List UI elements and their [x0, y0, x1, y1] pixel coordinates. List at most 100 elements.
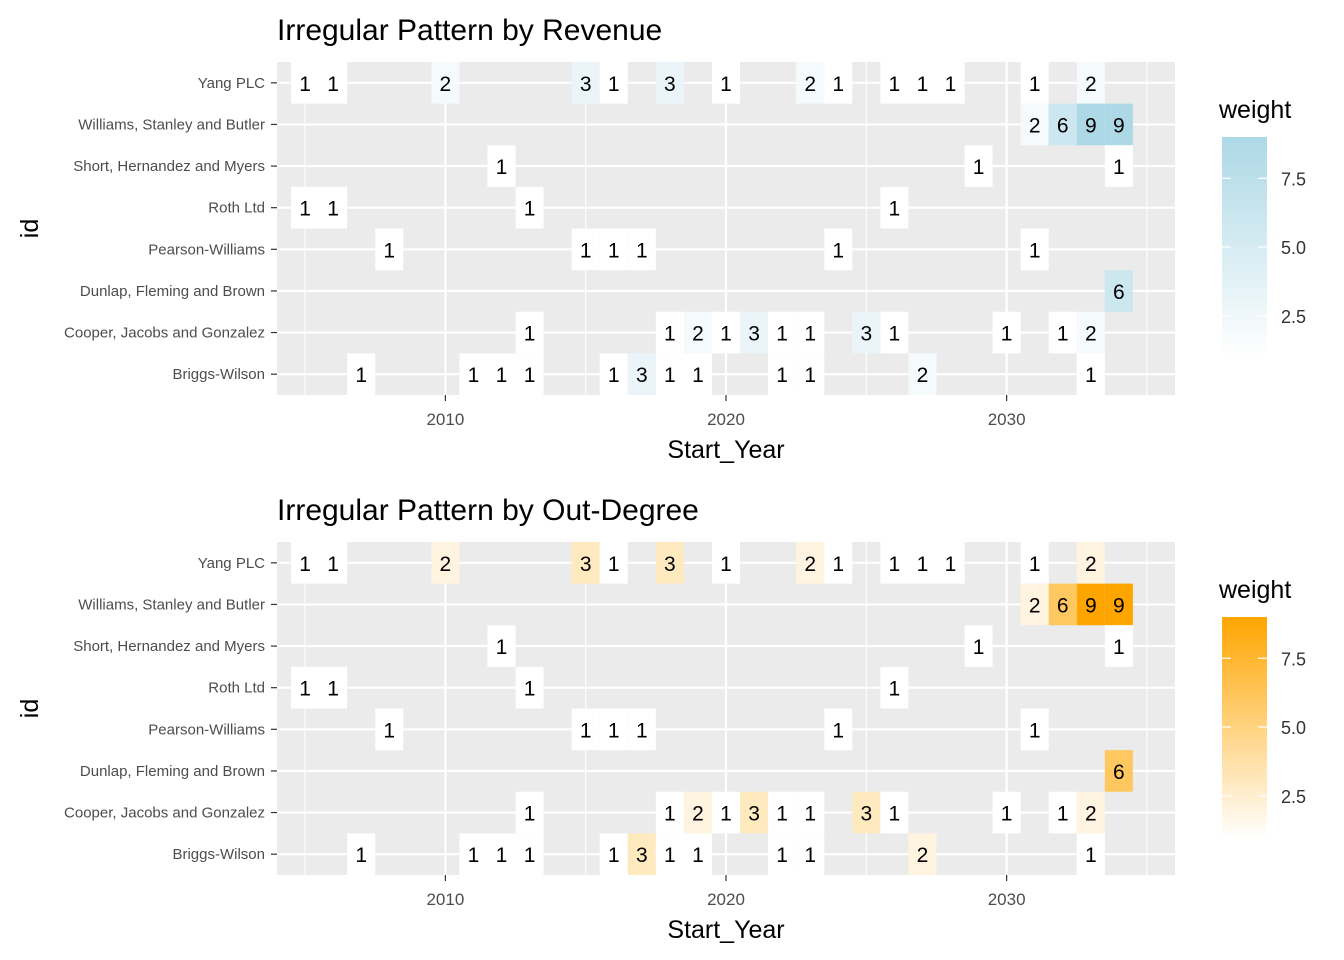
- revenue-tile-label: 1: [608, 239, 620, 262]
- revenue-x-axis-title: Start_Year: [667, 436, 784, 464]
- out-degree-tile-label: 1: [889, 553, 901, 576]
- out-degree-tile-label: 1: [804, 803, 816, 826]
- revenue-tile-label: 2: [692, 323, 704, 346]
- out-degree-tile-label: 1: [889, 803, 901, 826]
- revenue-heatmap-tile: [964, 145, 993, 187]
- out-degree-heatmap-tile: [880, 791, 909, 834]
- out-degree-heatmap-tile: [655, 833, 684, 875]
- revenue-heatmap-tile: [880, 62, 909, 104]
- revenue-legend-title: weight: [1218, 96, 1291, 124]
- revenue-heatmap-tile: [740, 311, 769, 354]
- revenue-tile-label: 1: [973, 156, 985, 179]
- revenue-y-tick-label: Pearson-Williams: [148, 241, 265, 258]
- out-degree-tile-label: 1: [524, 678, 536, 701]
- revenue-tile-label: 1: [832, 239, 844, 262]
- revenue-heatmap-tile: [319, 62, 348, 104]
- revenue-heatmap-tile: [824, 62, 853, 104]
- revenue-tile-label: 1: [1029, 239, 1041, 262]
- out-degree-heatmap-tile: [1104, 625, 1133, 667]
- out-degree-tile-label: 1: [524, 844, 536, 867]
- revenue-heatmap-tile: [375, 228, 404, 271]
- revenue-heatmap-tile: [824, 228, 853, 271]
- revenue-tile-label: 2: [1029, 114, 1041, 137]
- out-degree-tile-label: 1: [608, 719, 620, 742]
- revenue-heatmap-tile: [711, 62, 741, 104]
- out-degree-y-tick-label: Williams, Stanley and Butler: [78, 596, 265, 613]
- out-degree-heatmap-tile: [655, 542, 684, 584]
- out-degree-tile-label: 1: [720, 803, 732, 826]
- out-degree-y-tick-label: Briggs-Wilson: [172, 846, 265, 863]
- out-degree-tile-label: 1: [327, 678, 339, 701]
- revenue-tile-label: 1: [383, 239, 395, 262]
- out-degree-tile-label: 3: [748, 803, 760, 826]
- out-degree-heatmap-tile: [711, 791, 741, 834]
- out-degree-tile-label: 1: [945, 553, 957, 576]
- revenue-tile-label: 1: [917, 73, 929, 96]
- revenue-heatmap-tile: [908, 353, 937, 395]
- out-degree-legend-title: weight: [1218, 576, 1291, 604]
- out-degree-heatmap-tile: [683, 791, 712, 834]
- out-degree-heatmap-tile: [880, 542, 909, 584]
- out-degree-heatmap-tile: [599, 833, 628, 875]
- revenue-heatmap-tile: [1048, 311, 1077, 354]
- out-degree-heatmap-tile: [711, 542, 741, 584]
- out-degree-heatmap-tile: [627, 708, 656, 751]
- out-degree-tile-label: 1: [1029, 719, 1041, 742]
- revenue-heatmap-tile: [571, 62, 600, 104]
- revenue-tile-label: 1: [804, 364, 816, 387]
- revenue-tile-label: 2: [440, 73, 452, 96]
- out-degree-heatmap-tile: [515, 666, 544, 709]
- out-degree-x-tick-label: 2030: [988, 890, 1026, 909]
- revenue-tile-label: 9: [1085, 114, 1097, 137]
- out-degree-heatmap-tile: [599, 708, 628, 751]
- revenue-tile-label: 1: [1029, 73, 1041, 96]
- out-degree-tile-label: 1: [832, 719, 844, 742]
- out-degree-tile-label: 3: [860, 803, 872, 826]
- out-degree-x-tick-label: 2010: [426, 890, 464, 909]
- out-degree-heatmap-tile: [1076, 583, 1105, 626]
- revenue-tile-label: 3: [748, 323, 760, 346]
- out-degree-heatmap-tile: [1076, 791, 1105, 834]
- revenue-tile-label: 1: [299, 198, 311, 221]
- out-degree-heatmap-tile: [824, 542, 853, 584]
- out-degree-heatmap-tile: [319, 542, 348, 584]
- revenue-tile-label: 1: [608, 73, 620, 96]
- out-degree-tile-label: 2: [1029, 594, 1041, 617]
- out-degree-tile-label: 1: [468, 844, 480, 867]
- revenue-legend-tick-label: 5.0: [1281, 238, 1306, 258]
- out-degree-tile-label: 1: [1113, 636, 1125, 659]
- out-degree-y-tick-label: Short, Hernandez and Myers: [73, 638, 265, 655]
- revenue-tile-label: 1: [580, 239, 592, 262]
- revenue-legend-tick-label: 2.5: [1281, 307, 1306, 327]
- revenue-heatmap-tile: [515, 353, 544, 395]
- out-degree-heatmap-tile: [796, 542, 825, 584]
- out-degree-tile-label: 1: [692, 844, 704, 867]
- out-degree-tile-label: 2: [1085, 553, 1097, 576]
- revenue-heatmap-tile: [655, 62, 684, 104]
- out-degree-heatmap-tile: [683, 833, 712, 875]
- revenue-heatmap-tile: [599, 353, 628, 395]
- out-degree-y-tick-label: Yang PLC: [198, 555, 265, 572]
- out-degree-tile-label: 1: [636, 719, 648, 742]
- revenue-tile-label: 1: [776, 323, 788, 346]
- out-degree-y-tick-label: Cooper, Jacobs and Gonzalez: [64, 805, 265, 822]
- out-degree-tile-label: 1: [524, 803, 536, 826]
- out-degree-tile-label: 1: [720, 553, 732, 576]
- revenue-heatmap-tile: [1104, 270, 1133, 312]
- revenue-tile-label: 3: [580, 73, 592, 96]
- out-degree-tile-label: 1: [299, 553, 311, 576]
- revenue-heatmap-tile: [627, 228, 656, 271]
- revenue-tile-label: 1: [524, 364, 536, 387]
- revenue-tile-label: 3: [860, 323, 872, 346]
- revenue-tile-label: 1: [776, 364, 788, 387]
- revenue-x-tick-label: 2020: [707, 410, 745, 429]
- out-degree-heatmap-tile: [1104, 750, 1133, 792]
- revenue-tile-label: 1: [720, 73, 732, 96]
- revenue-heatmap-tile: [599, 62, 628, 104]
- out-degree-heatmap-tile: [515, 833, 544, 875]
- out-degree-tile-label: 1: [608, 844, 620, 867]
- out-degree-tile-label: 1: [496, 636, 508, 659]
- out-degree-chart-title: Irregular Pattern by Out-Degree: [277, 494, 699, 527]
